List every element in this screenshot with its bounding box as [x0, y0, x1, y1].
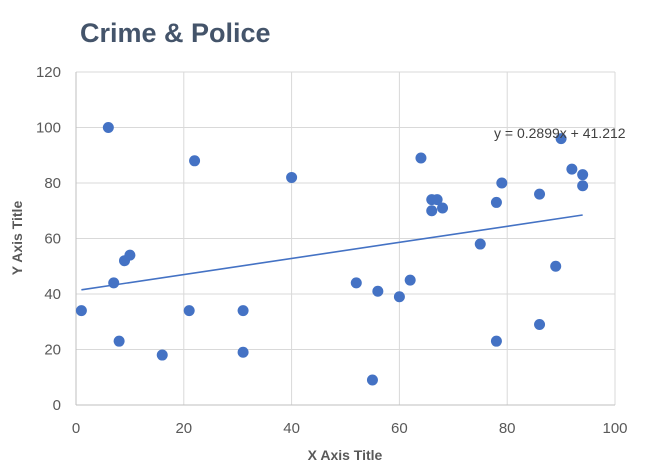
- y-tick-label: 80: [44, 175, 61, 192]
- data-point: [108, 277, 120, 289]
- data-point: [415, 152, 427, 164]
- x-tick-label: 80: [499, 420, 516, 437]
- data-point: [555, 133, 567, 145]
- x-tick-label: 0: [72, 420, 80, 437]
- data-point: [577, 169, 589, 181]
- y-tick-label: 0: [53, 397, 61, 414]
- data-point: [550, 260, 562, 272]
- data-point: [431, 194, 443, 206]
- data-point: [366, 374, 378, 386]
- data-point: [404, 274, 416, 286]
- data-point: [490, 196, 502, 208]
- data-points: [75, 122, 589, 386]
- y-tick-label: 60: [44, 231, 61, 248]
- x-tick-label: 20: [175, 420, 192, 437]
- y-tick-label: 120: [36, 64, 61, 81]
- data-point: [534, 319, 546, 331]
- data-point: [156, 349, 168, 361]
- data-point: [437, 202, 449, 214]
- data-point: [113, 335, 125, 347]
- grid-lines: [76, 71, 616, 405]
- data-point: [372, 285, 384, 297]
- data-point: [393, 291, 405, 303]
- x-tick-label: 60: [391, 420, 408, 437]
- tick-labels: 0 20 40 60 80 100 120 0 20 40 60 80 100: [36, 64, 628, 437]
- y-tick-label: 40: [44, 286, 61, 303]
- data-point: [496, 177, 508, 189]
- y-axis-title: Y Axis Title: [9, 201, 25, 276]
- data-point: [102, 122, 114, 133]
- x-axis-title: X Axis Title: [308, 447, 383, 463]
- y-tick-label: 20: [44, 342, 61, 359]
- data-point: [237, 346, 249, 358]
- data-point: [426, 205, 438, 217]
- x-tick-label: 40: [283, 420, 300, 437]
- data-point: [237, 305, 249, 317]
- trendline-group: [81, 214, 583, 291]
- axes: [75, 72, 615, 406]
- data-point: [286, 171, 298, 183]
- data-point: [490, 335, 502, 347]
- data-point: [534, 188, 546, 200]
- data-point: [189, 155, 201, 167]
- chart-title: Crime & Police: [80, 18, 271, 48]
- x-tick-label: 100: [602, 420, 627, 437]
- data-point: [350, 277, 362, 289]
- data-point: [75, 305, 87, 317]
- trendline: [81, 214, 583, 291]
- data-point: [577, 180, 589, 192]
- y-tick-label: 100: [36, 120, 61, 137]
- data-point: [474, 238, 486, 250]
- data-point: [566, 163, 578, 175]
- trendline-equation: y = 0.2899x + 41.212: [494, 125, 626, 141]
- data-point: [183, 305, 195, 317]
- data-point: [124, 249, 136, 261]
